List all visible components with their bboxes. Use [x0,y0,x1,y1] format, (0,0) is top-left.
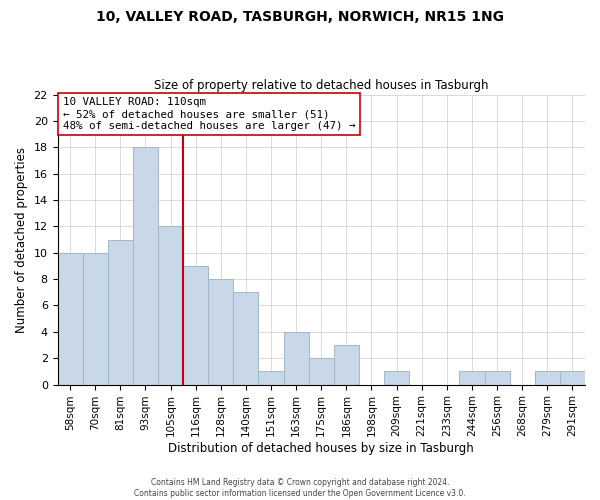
Bar [309,358,334,384]
Bar [384,372,409,384]
Bar [259,372,284,384]
X-axis label: Distribution of detached houses by size in Tasburgh: Distribution of detached houses by size … [169,442,474,455]
Text: 10, VALLEY ROAD, TASBURGH, NORWICH, NR15 1NG: 10, VALLEY ROAD, TASBURGH, NORWICH, NR15… [96,10,504,24]
Bar [460,372,485,384]
Text: Contains HM Land Registry data © Crown copyright and database right 2024.
Contai: Contains HM Land Registry data © Crown c… [134,478,466,498]
Bar [208,279,233,384]
Bar [108,240,133,384]
Bar [485,372,509,384]
Bar [183,266,208,384]
Bar [284,332,309,384]
Bar [158,226,183,384]
Bar [535,372,560,384]
Bar [334,345,359,385]
Bar [560,372,585,384]
Text: 10 VALLEY ROAD: 110sqm
← 52% of detached houses are smaller (51)
48% of semi-det: 10 VALLEY ROAD: 110sqm ← 52% of detached… [63,98,355,130]
Bar [233,292,259,384]
Bar [58,253,83,384]
Y-axis label: Number of detached properties: Number of detached properties [15,146,28,332]
Bar [83,253,108,384]
Title: Size of property relative to detached houses in Tasburgh: Size of property relative to detached ho… [154,79,488,92]
Bar [133,148,158,384]
